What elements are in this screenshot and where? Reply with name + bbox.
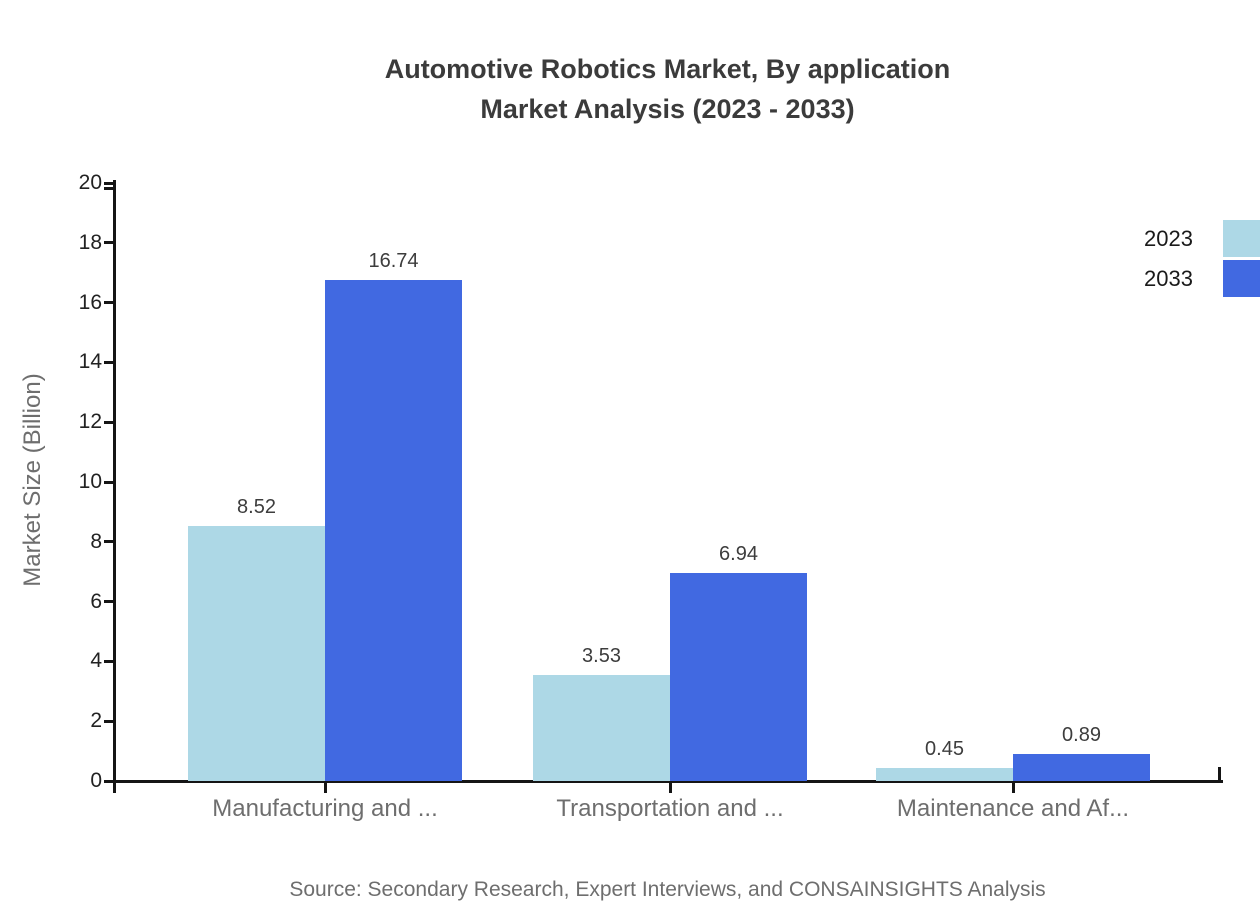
legend-item-2033: 2033 xyxy=(1144,260,1260,297)
y-tick xyxy=(104,659,113,663)
chart-title-line2: Market Analysis (2023 - 2033) xyxy=(480,94,855,124)
bar-value-label: 8.52 xyxy=(237,496,276,519)
y-tick-label: 18 xyxy=(78,230,102,254)
y-tick-label: 20 xyxy=(78,171,102,194)
bar-value-label: 6.94 xyxy=(719,543,758,566)
bar-2023 xyxy=(533,675,670,781)
y-tick xyxy=(104,241,113,245)
y-tick-label: 12 xyxy=(78,410,102,434)
y-tick-label: 16 xyxy=(78,290,102,314)
bar-value-label: 3.53 xyxy=(582,645,621,668)
x-category-label: Maintenance and Af... xyxy=(896,795,1130,822)
bar-2023 xyxy=(188,526,325,781)
y-axis-top-extra-tick xyxy=(104,187,113,190)
y-tick xyxy=(104,719,113,723)
y-tick xyxy=(104,600,113,604)
chart-title-line1: Automotive Robotics Market, By applicati… xyxy=(384,54,951,84)
y-tick-label: 0 xyxy=(90,769,102,792)
x-tick xyxy=(323,783,327,793)
x-tick xyxy=(668,783,672,793)
x-axis-end-tick xyxy=(1218,767,1221,780)
y-tick xyxy=(104,480,113,484)
legend-swatch-2033 xyxy=(1223,260,1260,297)
y-tick-label: 2 xyxy=(90,709,102,733)
y-axis-line xyxy=(113,180,116,793)
y-tick xyxy=(104,301,113,305)
legend-item-2023: 2023 xyxy=(1144,220,1260,257)
bar-value-label: 0.89 xyxy=(1062,724,1101,747)
y-tick xyxy=(104,540,113,544)
y-tick-label: 14 xyxy=(78,350,102,374)
source-text: Source: Secondary Research, Expert Inter… xyxy=(289,878,1046,901)
y-tick-label: 4 xyxy=(90,649,102,673)
y-tick xyxy=(104,181,113,185)
y-tick xyxy=(104,420,113,424)
bar-2023 xyxy=(876,767,1013,781)
legend-item-label: 2023 xyxy=(1144,225,1193,251)
legend-item-label: 2033 xyxy=(1144,265,1193,291)
x-category-label: Manufacturing and ... xyxy=(212,795,438,822)
chart-title: Automotive Robotics Market, By applicati… xyxy=(115,49,1220,129)
y-tick-label: 6 xyxy=(90,589,102,613)
x-tick xyxy=(1011,783,1015,793)
legend-swatch-2023 xyxy=(1223,220,1260,257)
y-tick xyxy=(104,360,113,364)
bar-2033 xyxy=(1013,754,1150,781)
x-category-label: Transportation and ... xyxy=(556,795,784,822)
bar-2033 xyxy=(325,280,462,781)
y-tick xyxy=(104,779,113,783)
y-tick-label: 10 xyxy=(78,470,102,493)
bar-2033 xyxy=(670,573,807,781)
bar-value-label: 16.74 xyxy=(368,250,419,273)
y-tick-label: 8 xyxy=(90,529,102,553)
x-axis-line xyxy=(111,780,1223,783)
bar-value-label: 0.45 xyxy=(925,737,964,760)
